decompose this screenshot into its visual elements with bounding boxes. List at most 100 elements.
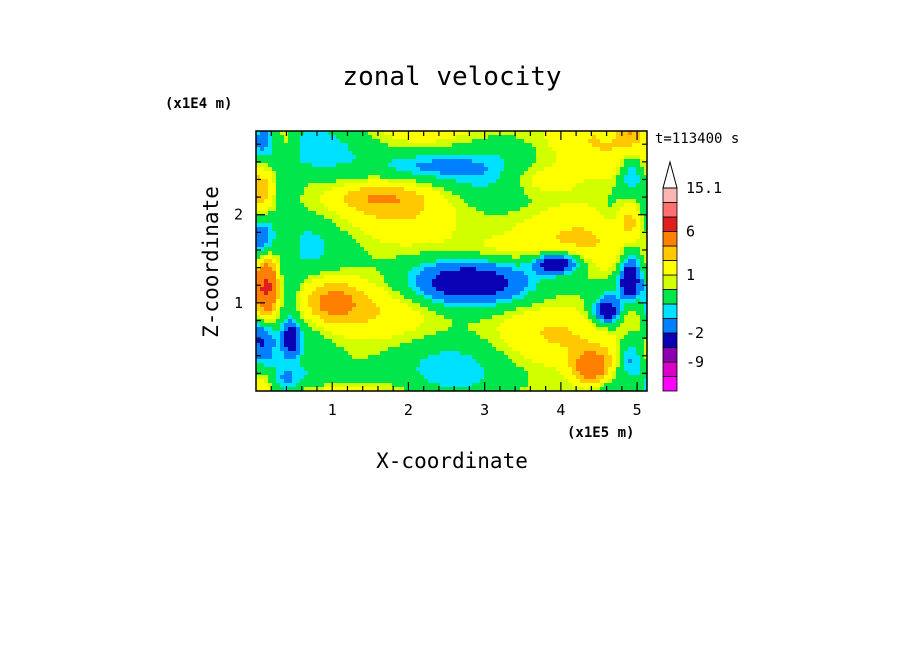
field-cell <box>420 295 425 300</box>
field-cell <box>276 239 281 244</box>
field-cell <box>504 191 509 196</box>
field-cell <box>488 215 493 220</box>
field-cell <box>504 227 509 232</box>
field-cell <box>524 235 529 240</box>
field-cell <box>596 135 601 140</box>
field-cell <box>292 187 297 192</box>
field-cell <box>576 155 581 160</box>
field-cell <box>612 139 617 144</box>
field-cell <box>536 179 541 184</box>
field-cell <box>480 287 485 292</box>
field-cell <box>264 251 269 256</box>
field-cell <box>452 219 457 224</box>
field-cell <box>552 171 557 176</box>
field-cell <box>432 235 437 240</box>
field-cell <box>624 223 629 228</box>
field-cell <box>316 283 321 288</box>
field-cell <box>368 175 373 180</box>
field-cell <box>496 291 501 296</box>
field-cell <box>332 319 337 324</box>
field-cell <box>304 259 309 264</box>
field-cell <box>352 167 357 172</box>
field-cell <box>352 327 357 332</box>
field-cell <box>312 223 317 228</box>
field-cell <box>600 207 605 212</box>
field-cell <box>396 311 401 316</box>
field-cell <box>424 331 429 336</box>
field-cell <box>288 167 293 172</box>
field-cell <box>488 259 493 264</box>
field-cell <box>276 275 281 280</box>
field-cell <box>592 323 597 328</box>
field-cell <box>320 283 325 288</box>
field-cell <box>336 171 341 176</box>
field-cell <box>496 295 501 300</box>
field-cell <box>448 207 453 212</box>
field-cell <box>624 255 629 260</box>
field-cell <box>576 191 581 196</box>
field-cell <box>632 227 637 232</box>
field-cell <box>612 291 617 296</box>
field-cell <box>272 287 277 292</box>
field-cell <box>320 255 325 260</box>
field-cell <box>372 199 377 204</box>
field-cell <box>560 167 565 172</box>
field-cell <box>384 199 389 204</box>
field-cell <box>292 323 297 328</box>
field-cell <box>536 155 541 160</box>
field-cell <box>508 291 513 296</box>
field-cell <box>632 207 637 212</box>
field-cell <box>552 283 557 288</box>
field-cell <box>616 131 621 136</box>
field-cell <box>288 195 293 200</box>
field-cell <box>636 207 641 212</box>
field-cell <box>292 211 297 216</box>
field-cell <box>268 199 273 204</box>
field-cell <box>284 151 289 156</box>
field-cell <box>356 263 361 268</box>
field-cell <box>552 263 557 268</box>
field-cell <box>420 131 425 136</box>
field-cell <box>576 223 581 228</box>
field-cell <box>560 247 565 252</box>
field-cell <box>360 331 365 336</box>
field-cell <box>276 299 281 304</box>
field-cell <box>360 267 365 272</box>
field-cell <box>552 187 557 192</box>
field-cell <box>516 147 521 152</box>
field-cell <box>492 183 497 188</box>
field-cell <box>480 135 485 140</box>
field-cell <box>464 167 469 172</box>
field-cell <box>300 179 305 184</box>
field-cell <box>616 319 621 324</box>
field-cell <box>356 143 361 148</box>
field-cell <box>272 207 277 212</box>
field-cell <box>400 187 405 192</box>
field-cell <box>620 231 625 236</box>
field-cell <box>380 239 385 244</box>
field-cell <box>272 167 277 172</box>
field-cell <box>444 303 449 308</box>
field-cell <box>364 183 369 188</box>
field-cell <box>408 315 413 320</box>
field-cell <box>312 283 317 288</box>
field-cell <box>432 315 437 320</box>
field-cell <box>352 183 357 188</box>
field-cell <box>364 131 369 136</box>
field-cell <box>332 159 337 164</box>
field-cell <box>408 163 413 168</box>
field-cell <box>608 223 613 228</box>
field-cell <box>404 247 409 252</box>
field-cell <box>420 139 425 144</box>
field-cell <box>520 231 525 236</box>
field-cell <box>400 235 405 240</box>
field-cell <box>372 283 377 288</box>
field-cell <box>644 271 647 276</box>
field-cell <box>448 159 453 164</box>
field-cell <box>568 219 573 224</box>
field-cell <box>260 331 265 336</box>
field-cell <box>468 207 473 212</box>
field-cell <box>356 295 361 300</box>
field-cell <box>528 303 533 308</box>
field-cell <box>416 183 421 188</box>
